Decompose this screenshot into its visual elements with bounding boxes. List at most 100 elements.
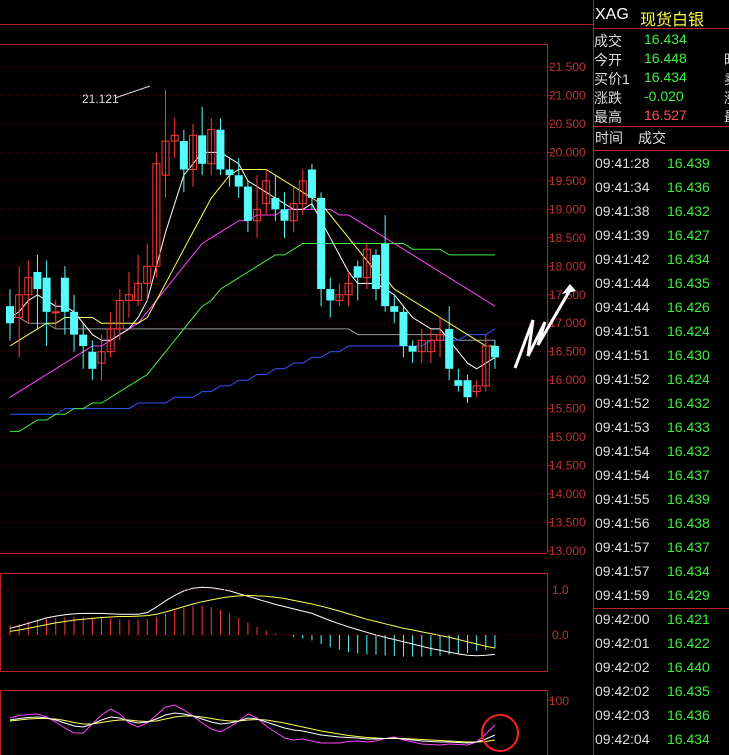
price-tick-label: 14.000 [549,487,586,501]
tick-row[interactable]: 09:41:44 16.435 [593,275,729,299]
tick-row[interactable]: 09:42:02 16.440 [593,659,729,683]
candle-body [390,306,399,312]
tick-row[interactable]: 09:41:56 16.438 [593,515,729,539]
tick-row[interactable]: 09:41:52 16.432 [593,395,729,419]
tick-row[interactable]: 09:41:51 16.430 [593,347,729,371]
candle-body [289,203,298,222]
tick-row[interactable]: 09:41:57 16.434 [593,563,729,587]
tick-row[interactable]: 09:41:44 16.426 [593,299,729,323]
trend-arrow-drawing [513,289,572,369]
price-tick-label: 20.000 [549,145,586,159]
candle-body [234,175,243,187]
candle [115,289,124,341]
moving-average-lines [9,151,496,432]
candle-body [472,385,481,393]
tick-row[interactable]: 09:42:04 16.434 [593,731,729,755]
candle-body [490,346,499,358]
tick-row[interactable]: 09:42:01 16.422 [593,635,729,659]
tick-row[interactable]: 09:42:00 16.421 [593,611,729,635]
tick-row[interactable]: 09:41:57 16.437 [593,539,729,563]
candle-body [271,197,280,210]
tick-row[interactable]: 09:41:55 16.439 [593,491,729,515]
macd-panel-border [0,573,548,672]
ma10-line [9,169,495,347]
tick-row[interactable]: 09:41:53 16.433 [593,419,729,443]
price-axis-ticks: 21.500 21.000 20.500 20.000 19.500 19.000 18.5… [547,60,586,558]
tick-row[interactable]: 09:42:03 16.436 [593,707,729,731]
tick-price: 16.432 [667,443,710,459]
tick-time: 09:41:55 [595,491,650,507]
candle [15,266,24,358]
tick-row[interactable]: 09:42:02 16.435 [593,683,729,707]
candle-body [463,380,472,398]
candle-body [445,328,454,369]
tick-row[interactable]: 09:41:54 16.437 [593,467,729,491]
candle-body [307,169,316,198]
tick-row[interactable]: 09:41:28 16.439 [593,155,729,179]
tick-time: 09:42:02 [595,659,650,675]
candle [60,266,69,335]
tick-time: 09:41:57 [595,563,650,579]
trend-arrow-head [562,284,576,294]
tick-row[interactable]: 09:41:52 16.424 [593,371,729,395]
tick-time: 09:41:57 [595,539,650,555]
price-tick-label: 19.500 [549,174,586,188]
candle-body [79,334,88,347]
tick-price: 16.422 [667,635,710,651]
candle-body [253,208,262,222]
ma60-line [10,328,496,415]
candle-body [15,294,24,319]
tick-price: 16.430 [667,347,710,363]
chart-area[interactable]: 21.500 21.000 20.500 20.000 19.500 19.000 18.5… [0,0,593,755]
candle-body [179,141,188,170]
candle [24,260,33,324]
candle-body [317,197,326,290]
candle [390,294,399,324]
tick-price: 16.432 [667,395,710,411]
tick-price: 16.435 [667,683,710,699]
high-annotation: 21.121 [82,92,119,106]
tick-row[interactable]: 09:41:34 16.436 [593,179,729,203]
tick-price: 16.434 [667,731,710,747]
candle [143,243,152,301]
tick-time: 09:41:51 [595,323,650,339]
quote-label: 最高 [594,109,622,125]
tick-price: 16.432 [667,203,710,219]
candle [70,294,79,352]
tick-row[interactable]: 09:41:59 16.429 [593,587,729,611]
tick-row[interactable]: 09:41:51 16.424 [593,323,729,347]
candle [472,380,481,398]
macd-axis-ticks: 1.0 0.0 [0,583,569,642]
candle-body [454,380,463,386]
candle [399,306,408,358]
price-tick-label: 20.500 [549,117,586,131]
avg-line [10,317,495,341]
tick-row[interactable]: 09:41:42 16.434 [593,251,729,275]
candle [6,289,14,341]
candle [189,123,197,187]
candle [436,317,445,358]
chart-background [0,0,593,755]
candle-body [262,180,271,205]
candle-body [42,277,51,312]
macd-tick-label: 1.0 [552,583,569,597]
price-tick-label: 17.000 [549,316,586,330]
tick-time: 09:41:39 [595,227,650,243]
tick-time: 09:41:28 [595,155,650,171]
kdj-tick-label: 100 [549,694,569,708]
tick-row[interactable]: 09:41:39 16.427 [593,227,729,251]
tick-row[interactable]: 09:41:54 16.432 [593,443,729,467]
tick-price: 16.436 [667,707,710,723]
tick-price: 16.439 [667,491,710,507]
quote-label: 买价1 [594,71,630,87]
kdj-k-line [9,712,496,744]
candle [88,340,97,381]
candle-body [426,339,435,353]
price-tick-label: 16.000 [549,373,586,387]
candle-body [417,339,426,353]
quote-row: 买价1 16.434 卖 [593,69,729,88]
tick-row[interactable]: 09:41:38 16.432 [593,203,729,227]
tick-price: 16.424 [667,323,710,339]
candle [79,323,88,369]
candle [289,186,298,233]
